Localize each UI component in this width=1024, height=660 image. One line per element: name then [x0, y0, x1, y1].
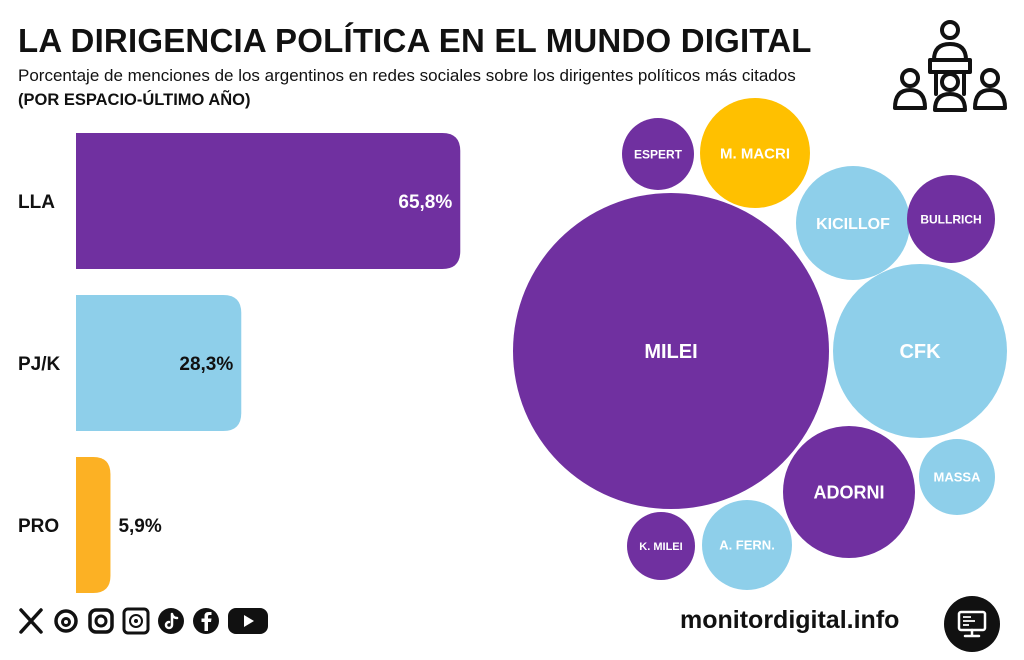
bar-lla — [76, 133, 461, 269]
value-label: 65,8% — [398, 192, 452, 213]
facebook-icon[interactable] — [191, 606, 221, 636]
leader-bubble-chart: MILEI CFK ADORNI KICILLOF M. MACRI A. FERN. MA… — [513, 98, 1007, 590]
bubble-bullrich — [907, 175, 995, 263]
bubble-adorni — [783, 426, 915, 558]
page-title: LA DIRIGENCIA POLÍTICA EN EL MUNDO DIGIT… — [18, 22, 812, 59]
conference-speaker-icon — [893, 20, 1007, 112]
page-note: (POR ESPACIO-ÚLTIMO AÑO) — [18, 91, 251, 109]
bubble-espert — [622, 118, 694, 190]
bubble-cfk — [833, 264, 1007, 438]
threads-icon[interactable] — [51, 606, 81, 636]
podcast-icon[interactable] — [121, 606, 151, 636]
category-label: PJ/K — [18, 354, 61, 375]
page-subtitle: Porcentaje de menciones de los argentino… — [18, 66, 796, 85]
bubble-kmilei — [627, 512, 695, 580]
bubble-afern — [702, 500, 792, 590]
bubble-label: MILEI — [644, 341, 697, 363]
category-label: PRO — [18, 516, 59, 537]
value-label: 28,3% — [179, 354, 233, 375]
category-label: LLA — [18, 192, 55, 213]
bubble-label: A. FERN. — [719, 538, 775, 553]
x-icon[interactable] — [16, 606, 46, 636]
youtube-icon[interactable] — [226, 606, 270, 636]
brand-name[interactable]: monitordigital.info — [680, 606, 900, 634]
social-icons — [16, 606, 270, 636]
bubble-label: K. MILEI — [639, 541, 682, 553]
bubble-label: BULLRICH — [920, 212, 981, 226]
bubble-milei — [513, 193, 829, 509]
bubble-label: ADORNI — [814, 482, 885, 502]
value-label: 5,9% — [118, 516, 161, 537]
bubble-kicillof — [796, 166, 910, 280]
tiktok-icon[interactable] — [156, 606, 186, 636]
bubble-label: M. MACRI — [720, 145, 790, 162]
monitor-icon — [944, 596, 1000, 652]
bar-pro — [76, 457, 111, 593]
bubble-label: ESPERT — [634, 147, 683, 161]
bar-pjk — [76, 295, 242, 431]
bubble-label: CFK — [899, 341, 941, 363]
instagram-icon[interactable] — [86, 606, 116, 636]
bubble-mmacri — [700, 98, 810, 208]
bubble-label: MASSA — [934, 470, 982, 485]
party-bar-chart: LLA 65,8% PJ/K 28,3% PRO 5,9% — [18, 133, 461, 593]
bubble-label: KICILLOF — [816, 216, 890, 233]
bubble-massa — [919, 439, 995, 515]
